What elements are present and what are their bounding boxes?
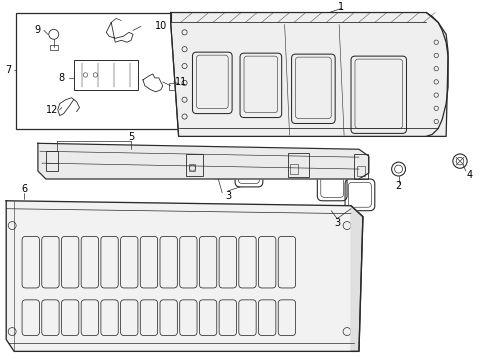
Bar xyxy=(288,153,309,177)
Bar xyxy=(357,166,365,176)
Polygon shape xyxy=(351,206,363,351)
Bar xyxy=(50,45,58,50)
Text: 3: 3 xyxy=(334,217,340,228)
Circle shape xyxy=(392,162,406,176)
Polygon shape xyxy=(38,143,369,179)
Text: 6: 6 xyxy=(21,184,27,194)
Polygon shape xyxy=(171,13,448,136)
Bar xyxy=(186,154,203,176)
Text: 12: 12 xyxy=(46,105,58,114)
Bar xyxy=(354,154,368,179)
Polygon shape xyxy=(6,201,363,351)
Circle shape xyxy=(453,154,467,168)
Text: 10: 10 xyxy=(155,21,167,31)
Text: 9: 9 xyxy=(35,25,41,35)
Text: 7: 7 xyxy=(5,65,11,75)
Bar xyxy=(16,13,187,130)
Text: 1: 1 xyxy=(338,1,344,12)
Bar xyxy=(169,83,179,90)
Bar xyxy=(290,164,297,174)
Text: 8: 8 xyxy=(59,73,65,83)
Bar xyxy=(46,151,58,171)
Text: 11: 11 xyxy=(174,77,187,87)
Bar xyxy=(189,164,196,171)
Text: 4: 4 xyxy=(467,170,473,180)
Text: 2: 2 xyxy=(395,181,402,191)
Text: 5: 5 xyxy=(128,132,134,142)
Bar xyxy=(74,60,138,90)
Text: 3: 3 xyxy=(225,191,231,201)
